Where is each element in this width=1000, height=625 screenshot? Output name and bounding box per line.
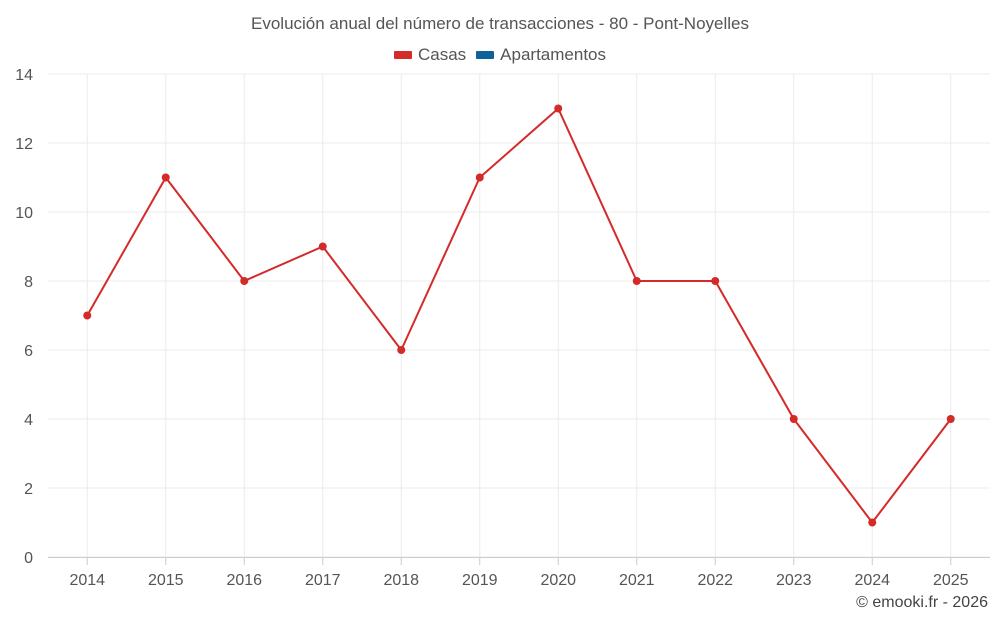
- data-point-casas-2024[interactable]: [868, 518, 877, 527]
- axes: 0 2 4 6 8 10 12 14 2014 2015 2016 2017 2018 2019 2020 2…: [15, 67, 990, 589]
- y-tick-label: 0: [24, 550, 33, 567]
- y-tick-label: 10: [15, 205, 33, 222]
- x-tick-label: 2018: [383, 572, 419, 589]
- legend-label-casas: Casas: [417, 45, 467, 64]
- x-tick-label: 2021: [619, 572, 655, 589]
- data-point-casas-2017[interactable]: [318, 242, 327, 251]
- data-point-casas-2023[interactable]: [789, 415, 798, 423]
- series-line-casas: [86, 107, 952, 524]
- series: [83, 104, 955, 527]
- legend-swatch-apartamentos: [476, 51, 495, 59]
- data-point-casas-2018[interactable]: [397, 346, 406, 354]
- y-tick-label: 14: [15, 67, 33, 84]
- x-tick-label: 2024: [854, 572, 890, 589]
- y-tick-label: 12: [15, 136, 33, 153]
- data-point-casas-2022[interactable]: [711, 277, 720, 285]
- x-tick-label: 2014: [69, 572, 105, 589]
- x-tick-label: 2020: [540, 572, 576, 589]
- y-tick-label: 6: [24, 343, 33, 360]
- legend-swatch-casas: [393, 51, 412, 59]
- grid: [48, 73, 990, 558]
- x-tick-label: 2023: [776, 572, 812, 589]
- x-tick-label: 2016: [226, 572, 262, 589]
- chart-title: Evolución anual del número de transaccio…: [251, 14, 749, 33]
- data-point-casas-2021[interactable]: [632, 277, 641, 285]
- x-tick-label: 2017: [305, 572, 341, 589]
- legend: Casas Apartamentos: [0, 45, 1000, 65]
- data-point-casas-2016[interactable]: [240, 277, 249, 285]
- x-tick-label: 2025: [933, 572, 969, 589]
- x-tick-label: 2019: [462, 572, 498, 589]
- x-tick-label: 2022: [697, 572, 733, 589]
- y-tick-label: 2: [24, 481, 33, 498]
- legend-label-apartamentos: Apartamentos: [500, 45, 607, 64]
- credit-text: © emooki.fr - 2026: [856, 594, 988, 611]
- x-tick-label: 2015: [148, 572, 184, 589]
- y-tick-label: 4: [24, 412, 33, 429]
- legend-item-casas[interactable]: Casas: [393, 45, 467, 65]
- data-point-casas-2014[interactable]: [83, 311, 92, 320]
- y-tick-label: 8: [24, 274, 33, 291]
- data-point-casas-2019[interactable]: [475, 173, 484, 182]
- data-point-casas-2025[interactable]: [946, 415, 955, 423]
- data-point-casas-2020[interactable]: [554, 104, 563, 113]
- data-point-casas-2015[interactable]: [161, 173, 170, 182]
- legend-item-apartamentos[interactable]: Apartamentos: [476, 45, 606, 65]
